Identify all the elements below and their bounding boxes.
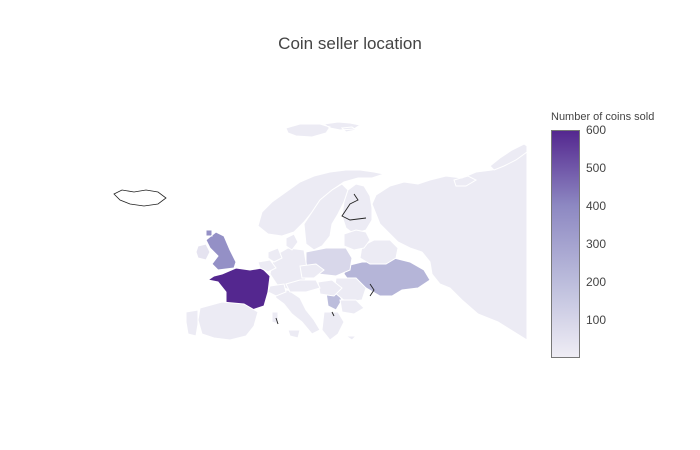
region-netherlands[interactable]: Netherlands: 10 <box>267 247 283 263</box>
island-line-corsica <box>275 317 279 325</box>
region-austria[interactable]: Austria: 10 <box>285 279 321 293</box>
region-greece[interactable]: Greece: 10 <box>321 311 358 341</box>
region-svalbard[interactable]: Svalbard: 10 <box>285 121 362 138</box>
region-portugal[interactable]: Portugal: 10 <box>185 309 199 337</box>
region-denmark[interactable]: Denmark: 10 <box>285 233 299 251</box>
region-novaya-zemlya[interactable]: Novaya Zemlya: 10 <box>489 143 528 171</box>
region-czechia[interactable]: Czechia: 10 <box>299 263 325 279</box>
region-ireland[interactable]: Ireland: 40 <box>195 243 211 261</box>
region-sweden[interactable]: Sweden: 10 <box>303 183 349 251</box>
region-norway[interactable]: Norway: 10 <box>257 169 386 237</box>
colorbar-tick-label: 200 <box>586 275 607 289</box>
region-hungary[interactable]: Hungary: 10 <box>317 279 343 297</box>
region-russia[interactable]: Russia: 10 <box>371 151 528 341</box>
region-spain[interactable]: Spain: 10 <box>197 301 259 341</box>
border-line-finland <box>341 193 367 221</box>
border-line-moldova <box>369 283 375 297</box>
colorbar-title: Number of coins sold <box>551 111 655 123</box>
map-title: Coin seller location <box>278 34 422 53</box>
colorbar-tick-label: 500 <box>586 161 607 175</box>
colorbar-tick-label: 400 <box>586 199 607 213</box>
island-line-small <box>331 311 335 317</box>
colorbar-tick-label: 100 <box>586 313 607 327</box>
region-finland[interactable]: Finland: 10 <box>341 183 373 235</box>
colorbar-tick-label: 600 <box>586 123 607 137</box>
region-belarus[interactable]: Belarus: 10 <box>359 239 399 265</box>
colorbar <box>551 130 580 358</box>
region-bulgaria[interactable]: Bulgaria: 10 <box>339 299 365 315</box>
region-united-kingdom[interactable]: United Kingdom: 370 <box>205 229 237 271</box>
region-belgium[interactable]: Belgium: 10 <box>257 259 277 273</box>
colorbar-tick-label: 300 <box>586 237 607 251</box>
region-switzerland[interactable]: Switzerland: 10 <box>267 283 287 297</box>
region-iceland[interactable]: Iceland <box>113 189 167 207</box>
region-italy[interactable]: Italy: 10 <box>271 289 321 339</box>
region-baltics[interactable]: Baltics: 10 <box>343 229 371 251</box>
